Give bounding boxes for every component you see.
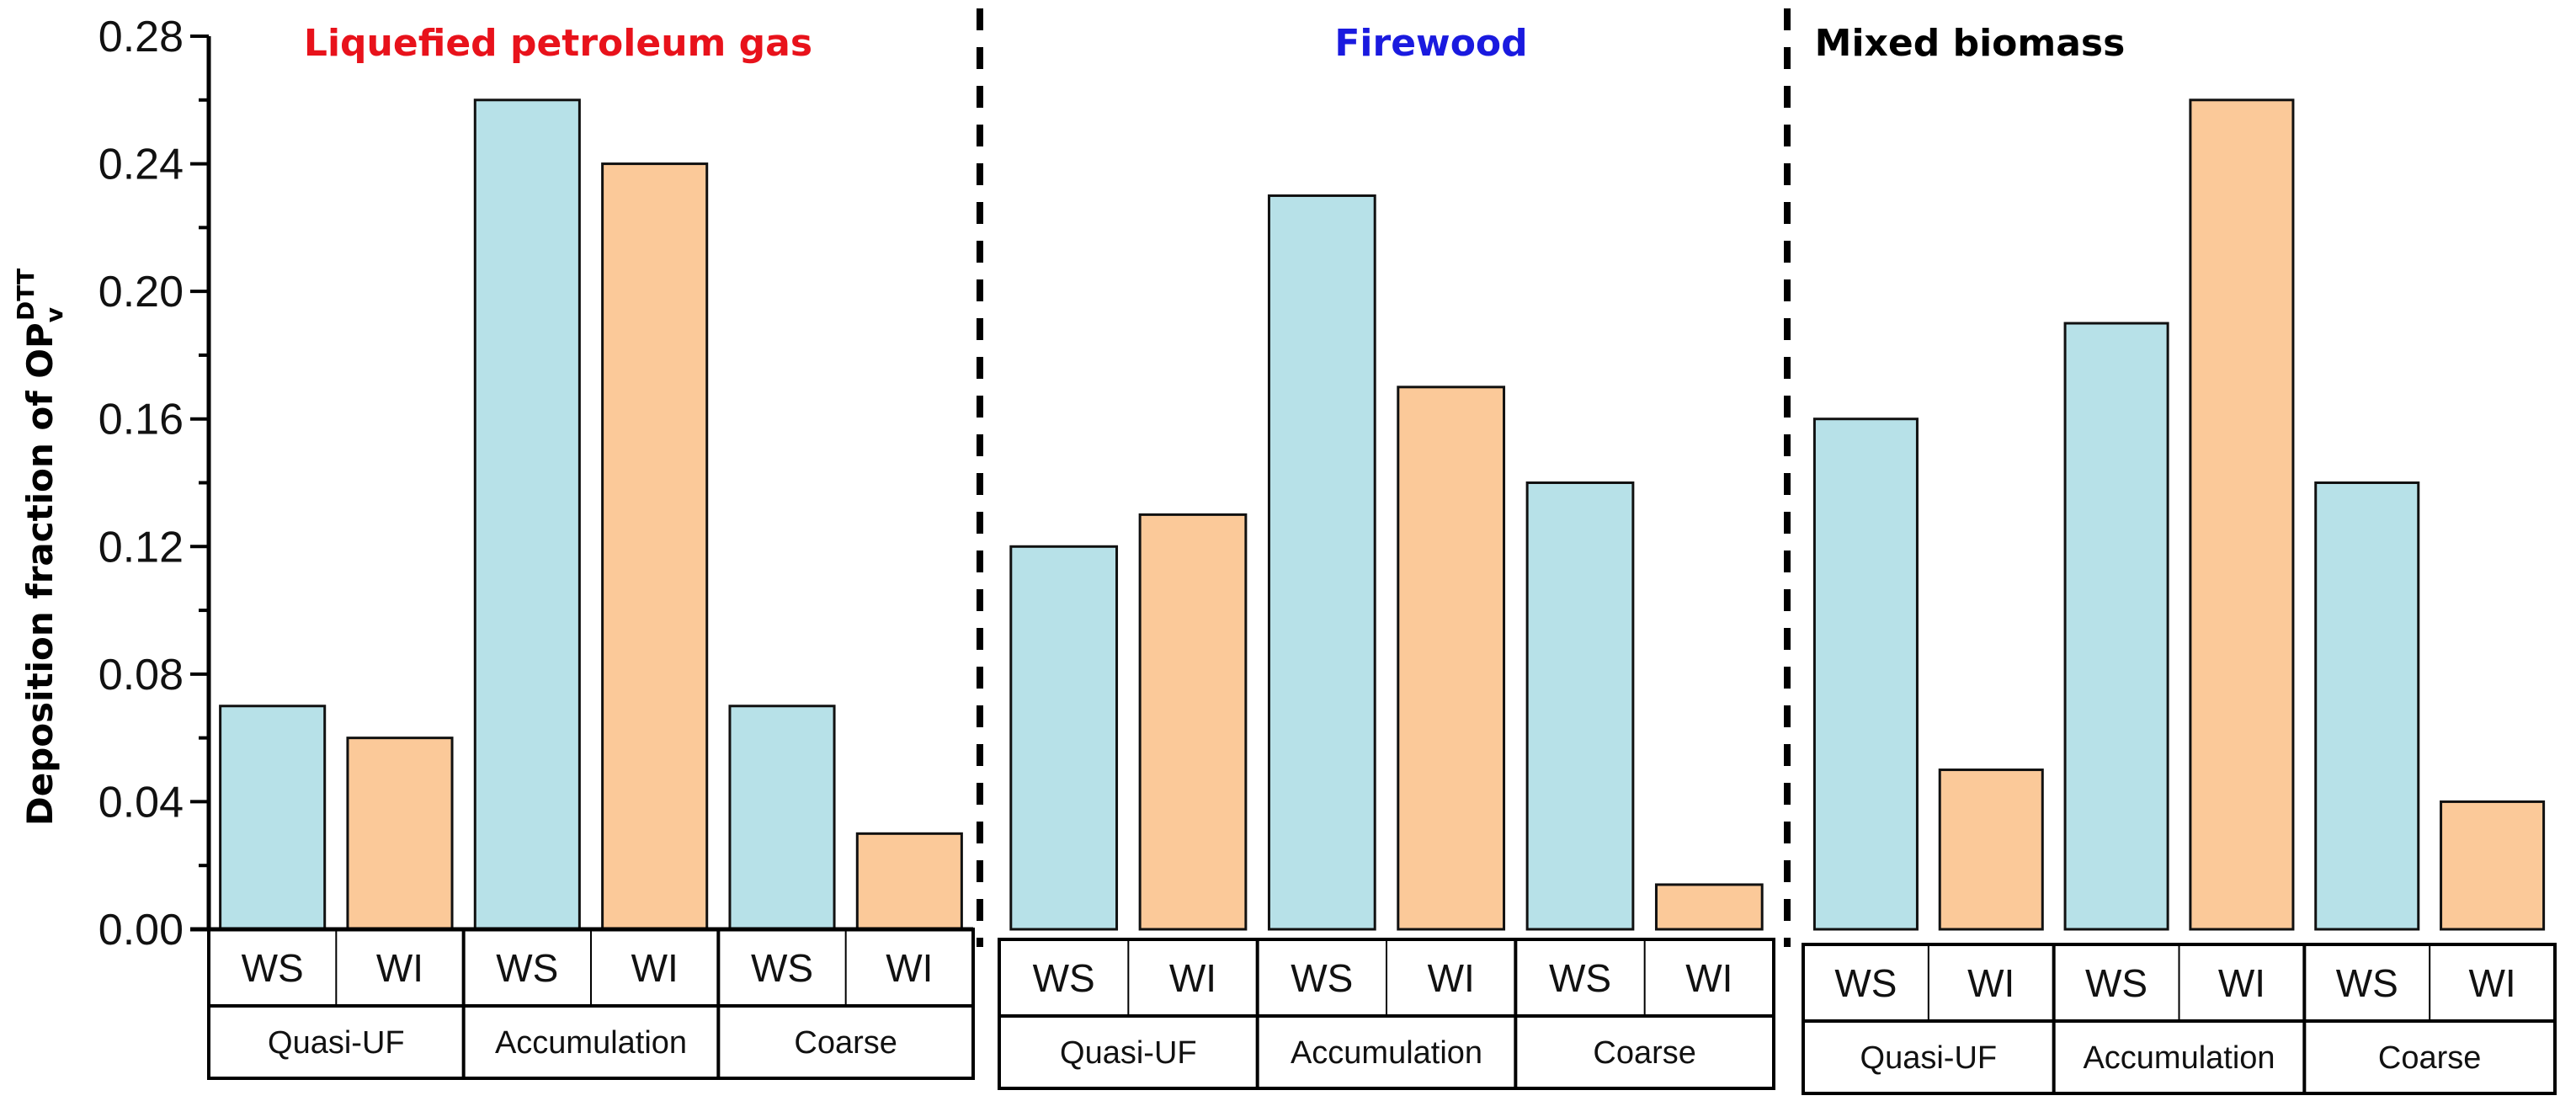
panel-0: Liquefied petroleum gas WS WI WS WI WS WI Quasi… [190,22,975,1080]
bar-wi [1654,883,1764,931]
panel-title: Liquefied petroleum gas [304,22,812,65]
group-label: Coarse [2378,1040,2482,1076]
panels: Liquefied petroleum gas WS WI WS WI WS WI Quasi… [190,8,2557,1095]
category-label: WS [751,946,813,990]
bar-ws [1812,418,1919,931]
category-label: WS [1549,956,1611,1000]
bar-ws [2314,481,2420,931]
bar-ws [1009,545,1119,931]
bar-wi [2189,98,2295,931]
category-label: WI [631,946,679,990]
y-axis-label-main: Deposition fraction of OP [19,322,61,826]
group-label: Coarse [1593,1035,1696,1071]
y-axis: 0.00 0.04 0.08 0.12 0.16 0.20 0.24 0.28 [98,13,211,955]
bar-wi [855,832,963,931]
y-tick-label: 0.12 [98,523,184,572]
bar-wi [1138,513,1248,931]
category-label: WI [886,946,933,990]
category-label: WI [1428,956,1475,1000]
bar-ws [2063,322,2169,931]
bar-wi [346,737,454,931]
y-tick-label: 0.24 [98,141,184,189]
bar-ws [473,98,581,931]
panel-title: Firewood [1334,22,1527,65]
y-tick-label: 0.28 [98,13,184,61]
category-label: WI [376,946,423,990]
bar-ws [1267,194,1376,931]
category-label: WI [1169,956,1216,1000]
y-axis-label-sub: v [40,307,68,322]
bar-wi [2440,800,2546,931]
group-label: Coarse [794,1025,897,1061]
y-axis-label: Deposition fraction of OPvDTT [12,269,68,826]
category-label: WI [1685,956,1732,1000]
y-axis-label-sup: DTT [12,269,40,321]
group-label: Accumulation [1291,1035,1482,1071]
group-label: Accumulation [2083,1040,2275,1076]
category-label: WS [496,946,558,990]
bar-ws [219,705,327,931]
y-tick-label: 0.04 [98,778,184,827]
category-label: WS [2336,961,2398,1005]
category-label: WS [1834,961,1897,1005]
panel-title: Mixed biomass [1815,22,2126,65]
category-label: WI [2218,961,2265,1005]
bar-wi [1938,769,2044,931]
category-label: WS [242,946,304,990]
category-label: WI [1967,961,2014,1005]
bar-wi [601,162,709,931]
group-label: Quasi-UF [268,1025,405,1061]
group-label: Quasi-UF [1060,1035,1197,1071]
y-tick-label: 0.00 [98,906,184,955]
bar-ws [728,705,836,931]
panel-1: Firewood WS WI WS WI WS WI Quasi-UF Accumulation… [998,22,1775,1090]
category-label: WI [2468,961,2515,1005]
group-label: Quasi-UF [1860,1040,1998,1076]
category-label: WS [2085,961,2148,1005]
panel-2: Mixed biomass WS WI WS WI WS WI Quasi-UF Accumul… [1802,22,2557,1095]
y-tick-label: 0.08 [98,651,184,699]
y-tick-label: 0.16 [98,396,184,444]
bar-ws [1525,481,1635,931]
y-tick-label: 0.20 [98,268,184,316]
group-label: Accumulation [495,1025,687,1061]
category-label: WS [1291,956,1353,1000]
bar-wi [1397,386,1506,931]
category-label: WS [1033,956,1095,1000]
